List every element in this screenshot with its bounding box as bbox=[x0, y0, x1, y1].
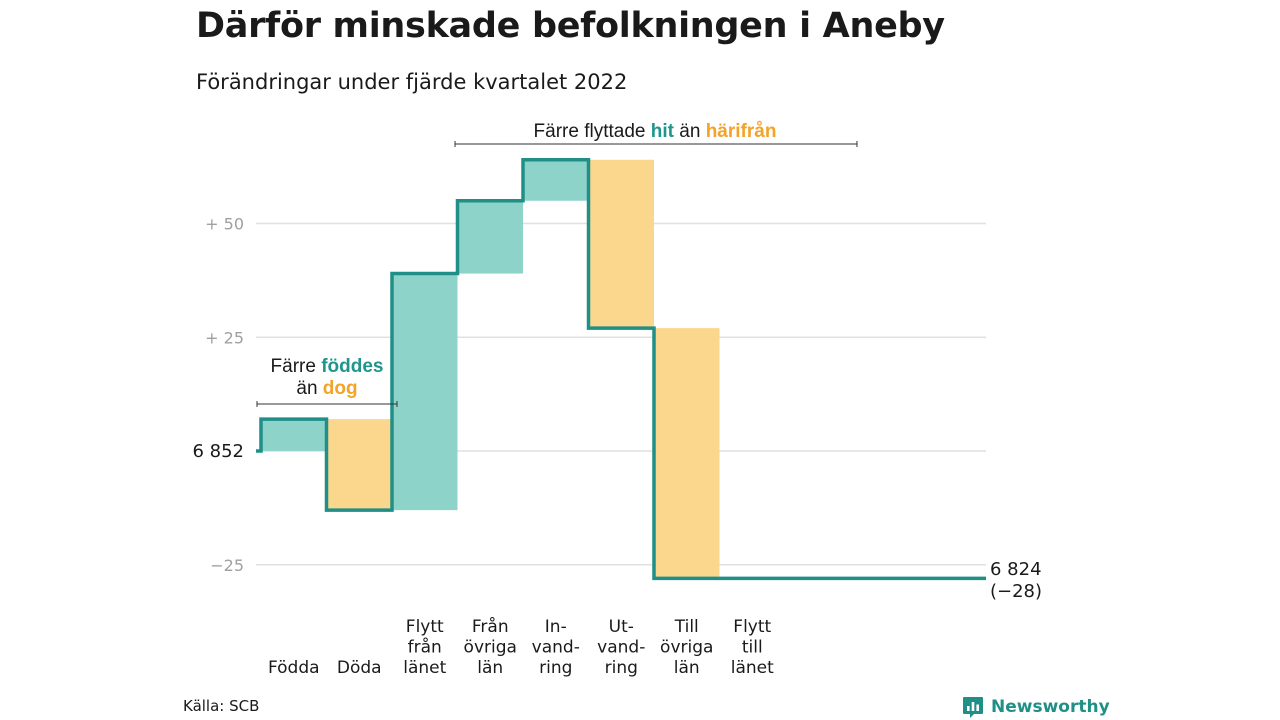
start-value-label: 6 852 bbox=[192, 441, 244, 462]
category-label: Döda bbox=[337, 658, 382, 678]
chart-title: Därför minskade befolkningen i Aneby bbox=[196, 6, 945, 46]
x-axis: Födda Döda Flytt från länet Från övriga län In-v… bbox=[268, 616, 774, 678]
y-tick-label: + 25 bbox=[205, 328, 244, 347]
annotation-text: Färre flyttade hit än härifrån bbox=[534, 121, 777, 142]
category-label: Flytt till länet bbox=[731, 617, 774, 678]
waterfall-bar bbox=[654, 328, 720, 579]
end-change-label: (−28) bbox=[990, 581, 1042, 602]
waterfall-bar bbox=[457, 200, 523, 274]
category-label: Födda bbox=[268, 658, 320, 678]
brand-name: Newsworthy bbox=[991, 697, 1110, 717]
step-line-layer bbox=[256, 158, 986, 581]
y-tick-label: + 50 bbox=[205, 215, 244, 234]
bar-chart-icon bbox=[963, 697, 983, 718]
category-label: Ut-vand-ring bbox=[597, 617, 645, 678]
end-value-label: 6 824 bbox=[990, 559, 1042, 580]
waterfall-chart: + 50 + 25 6 852 −25 Födda Döda Flytt från länet… bbox=[192, 121, 1042, 678]
waterfall-bar bbox=[326, 419, 392, 511]
category-label: In-vand-ring bbox=[532, 617, 580, 678]
annotation-text: än dog bbox=[296, 378, 357, 399]
waterfall-bar bbox=[523, 159, 589, 201]
step-line bbox=[256, 158, 986, 581]
y-axis: + 50 + 25 6 852 −25 bbox=[192, 215, 244, 575]
y-tick-label: −25 bbox=[210, 556, 244, 575]
end-labels: 6 824(−28) bbox=[990, 559, 1042, 602]
brand-logo: Newsworthy bbox=[961, 694, 1110, 720]
waterfall-bar bbox=[588, 159, 654, 329]
source-note: Källa: SCB bbox=[183, 697, 260, 715]
chart-subtitle: Förändringar under fjärde kvartalet 2022 bbox=[196, 70, 628, 94]
category-label: Till övriga län bbox=[660, 617, 713, 678]
category-label: Från övriga län bbox=[464, 616, 517, 678]
bars bbox=[261, 159, 720, 579]
waterfall-bar bbox=[261, 419, 327, 451]
category-label: Flytt från länet bbox=[403, 617, 446, 678]
waterfall-bar bbox=[392, 273, 458, 511]
annotation-text: Färre föddes bbox=[271, 356, 384, 377]
